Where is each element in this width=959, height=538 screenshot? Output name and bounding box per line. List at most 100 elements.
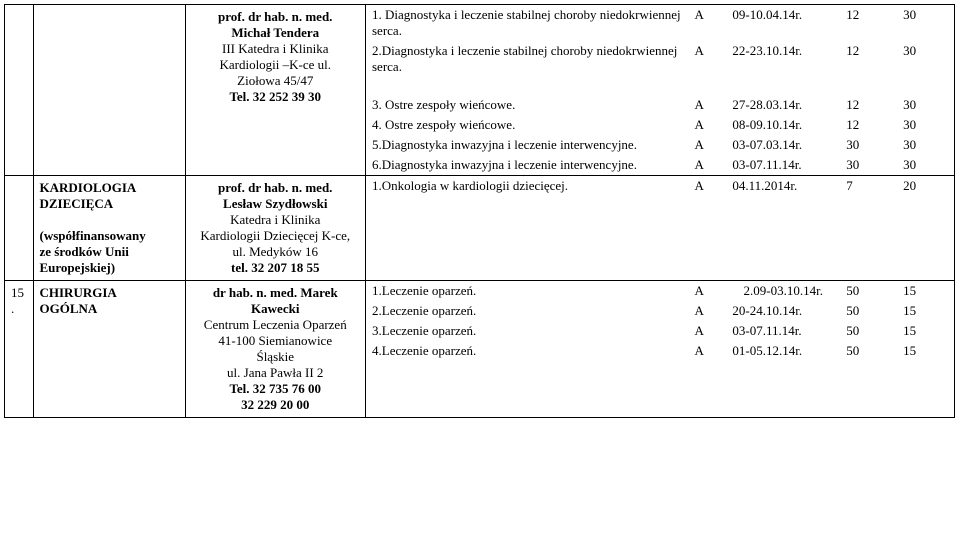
description: 4.Leczenie oparzeń. bbox=[366, 341, 688, 361]
text-line: Kardiologii Dziecięcej K-ce, bbox=[192, 228, 360, 244]
text-line bbox=[40, 212, 179, 228]
text-line: Lesław Szydłowski bbox=[192, 196, 360, 212]
detail-line: 5.Diagnostyka inwazyjna i leczenie inter… bbox=[366, 135, 954, 155]
date: 2.09-03.10.14r. bbox=[726, 281, 840, 301]
description: 2.Diagnostyka i leczenie stabilnej choro… bbox=[366, 41, 688, 77]
person-cell: dr hab. n. med. MarekKaweckiCentrum Lecz… bbox=[185, 281, 366, 418]
description bbox=[366, 77, 688, 95]
col-a: A bbox=[688, 155, 726, 175]
num-2: 30 bbox=[897, 155, 954, 175]
text-line: 41-100 Siemianowice bbox=[192, 333, 360, 349]
detail-line: 4.Leczenie oparzeń.A01-05.12.14r.5015 bbox=[366, 341, 954, 361]
detail-line bbox=[366, 77, 954, 95]
text-line: ul. Medyków 16 bbox=[192, 244, 360, 260]
text-line: KARDIOLOGIA bbox=[40, 180, 179, 196]
topic-cell: KARDIOLOGIADZIECIĘCA (współfinansowanyze… bbox=[33, 176, 185, 281]
date bbox=[726, 77, 840, 95]
row-number bbox=[5, 176, 34, 281]
text-line: prof. dr hab. n. med. bbox=[192, 9, 360, 25]
num-2: 15 bbox=[897, 341, 954, 361]
person-cell: prof. dr hab. n. med.Michał TenderaIII K… bbox=[185, 5, 366, 176]
details-cell: 1. Diagnostyka i leczenie stabilnej chor… bbox=[366, 5, 955, 176]
col-a: A bbox=[688, 341, 726, 361]
text-line: DZIECIĘCA bbox=[40, 196, 179, 212]
text-line: ze środków Unii bbox=[40, 244, 179, 260]
num-1: 12 bbox=[840, 41, 897, 77]
date: 03-07.11.14r. bbox=[726, 155, 840, 175]
row-number bbox=[5, 5, 34, 176]
col-a: A bbox=[688, 321, 726, 341]
text-line: Tel. 32 735 76 00 bbox=[192, 381, 360, 397]
date: 01-05.12.14r. bbox=[726, 341, 840, 361]
date: 03-07.03.14r. bbox=[726, 135, 840, 155]
topic-cell bbox=[33, 5, 185, 176]
text-line: III Katedra i Klinika bbox=[192, 41, 360, 57]
detail-line: 1.Onkologia w kardiologii dziecięcej.A04… bbox=[366, 176, 954, 196]
text-line: Ziołowa 45/47 bbox=[192, 73, 360, 89]
num-2: 30 bbox=[897, 95, 954, 115]
text-line: OGÓLNA bbox=[40, 301, 179, 317]
row-number: 15. bbox=[5, 281, 34, 418]
num-2: 30 bbox=[897, 5, 954, 41]
num-1: 30 bbox=[840, 135, 897, 155]
text-line: Europejskiej) bbox=[40, 260, 179, 276]
person-cell: prof. dr hab. n. med.Lesław SzydłowskiKa… bbox=[185, 176, 366, 281]
date: 09-10.04.14r. bbox=[726, 5, 840, 41]
table-row: KARDIOLOGIADZIECIĘCA (współfinansowanyze… bbox=[5, 176, 955, 281]
text-line: dr hab. n. med. Marek bbox=[192, 285, 360, 301]
num-2: 15 bbox=[897, 321, 954, 341]
num-1: 12 bbox=[840, 5, 897, 41]
num-2: 15 bbox=[897, 301, 954, 321]
detail-line: 3.Leczenie oparzeń.A03-07.11.14r.5015 bbox=[366, 321, 954, 341]
description: 3.Leczenie oparzeń. bbox=[366, 321, 688, 341]
col-a: A bbox=[688, 41, 726, 77]
col-a: A bbox=[688, 115, 726, 135]
text-line: tel. 32 207 18 55 bbox=[192, 260, 360, 276]
num-1: 12 bbox=[840, 115, 897, 135]
detail-line: 6.Diagnostyka inwazyjna i leczenie inter… bbox=[366, 155, 954, 175]
text-line: (współfinansowany bbox=[40, 228, 179, 244]
num-1: 12 bbox=[840, 95, 897, 115]
date: 22-23.10.14r. bbox=[726, 41, 840, 77]
table-row: 15.CHIRURGIAOGÓLNAdr hab. n. med. MarekK… bbox=[5, 281, 955, 418]
text-line: 32 229 20 00 bbox=[192, 397, 360, 413]
col-a bbox=[688, 77, 726, 95]
text-line: Tel. 32 252 39 30 bbox=[192, 89, 360, 105]
text-line: CHIRURGIA bbox=[40, 285, 179, 301]
detail-line: 4. Ostre zespoły wieńcowe.A08-09.10.14r.… bbox=[366, 115, 954, 135]
col-a: A bbox=[688, 95, 726, 115]
text-line: Śląskie bbox=[192, 349, 360, 365]
table-row: prof. dr hab. n. med.Michał TenderaIII K… bbox=[5, 5, 955, 176]
num-1: 50 bbox=[840, 301, 897, 321]
num-1: 7 bbox=[840, 176, 897, 196]
num-2: 30 bbox=[897, 41, 954, 77]
description: 1.Leczenie oparzeń. bbox=[366, 281, 688, 301]
date: 08-09.10.14r. bbox=[726, 115, 840, 135]
date: 04.11.2014r. bbox=[726, 176, 840, 196]
document-table: prof. dr hab. n. med.Michał TenderaIII K… bbox=[4, 4, 955, 418]
text-line: Michał Tendera bbox=[192, 25, 360, 41]
detail-line: 1.Leczenie oparzeń.A2.09-03.10.14r.5015 bbox=[366, 281, 954, 301]
topic-cell: CHIRURGIAOGÓLNA bbox=[33, 281, 185, 418]
description: 1. Diagnostyka i leczenie stabilnej chor… bbox=[366, 5, 688, 41]
date: 27-28.03.14r. bbox=[726, 95, 840, 115]
num-2: 30 bbox=[897, 115, 954, 135]
text-line: Centrum Leczenia Oparzeń bbox=[192, 317, 360, 333]
text-line: Kardiologii –K-ce ul. bbox=[192, 57, 360, 73]
num-1: 30 bbox=[840, 155, 897, 175]
col-a: A bbox=[688, 135, 726, 155]
description: 6.Diagnostyka inwazyjna i leczenie inter… bbox=[366, 155, 688, 175]
description: 3. Ostre zespoły wieńcowe. bbox=[366, 95, 688, 115]
num-1: 50 bbox=[840, 281, 897, 301]
num-2: 20 bbox=[897, 176, 954, 196]
details-cell: 1.Leczenie oparzeń.A2.09-03.10.14r.50152… bbox=[366, 281, 955, 418]
detail-line: 2.Diagnostyka i leczenie stabilnej choro… bbox=[366, 41, 954, 77]
description: 5.Diagnostyka inwazyjna i leczenie inter… bbox=[366, 135, 688, 155]
description: 2.Leczenie oparzeń. bbox=[366, 301, 688, 321]
date: 20-24.10.14r. bbox=[726, 301, 840, 321]
num-1 bbox=[840, 77, 897, 95]
text-line: Kawecki bbox=[192, 301, 360, 317]
date: 03-07.11.14r. bbox=[726, 321, 840, 341]
num-2: 30 bbox=[897, 135, 954, 155]
col-a: A bbox=[688, 301, 726, 321]
